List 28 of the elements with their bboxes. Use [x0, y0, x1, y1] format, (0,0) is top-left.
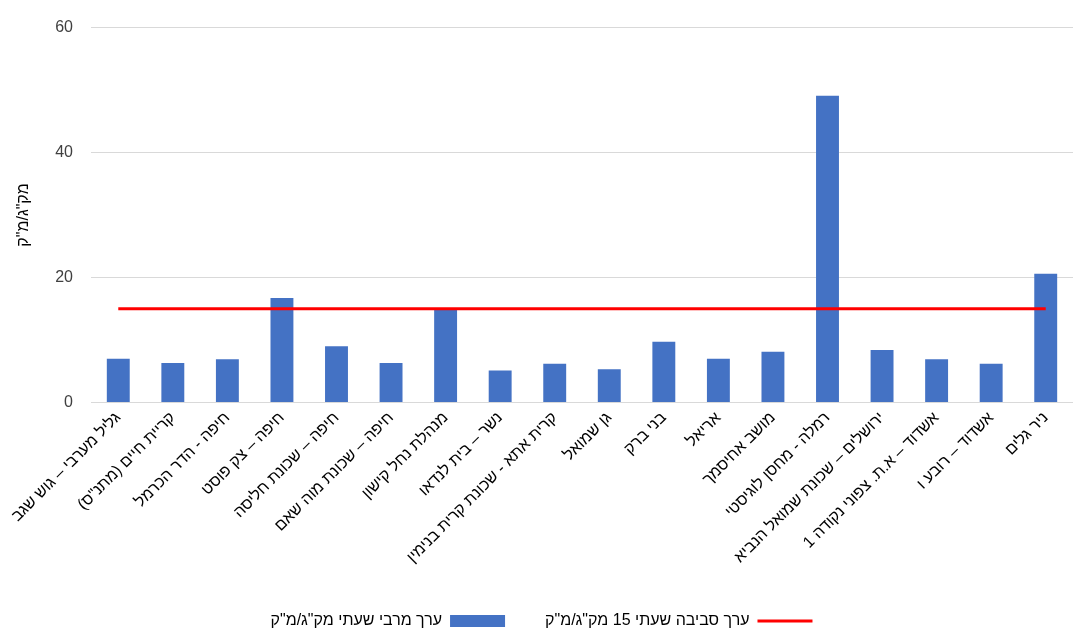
- bar: [597, 369, 621, 402]
- legend-label: ערך סביבה שעתי 15 מק"ג/מ"ק: [545, 611, 750, 629]
- bar: [816, 95, 839, 402]
- bar: [434, 308, 458, 402]
- bar: [979, 363, 1003, 402]
- bar: [106, 358, 130, 402]
- bar: [543, 363, 567, 402]
- bar: [1034, 273, 1058, 402]
- y-tick-label: 0: [64, 392, 74, 410]
- bar: [379, 363, 403, 402]
- bar: [270, 298, 294, 402]
- bar: [652, 341, 676, 402]
- bar: [488, 370, 512, 402]
- bar: [925, 359, 949, 402]
- x-tick-label: בני ברק: [620, 408, 670, 458]
- x-tick-label: גן שמואל: [559, 408, 615, 464]
- bar: [161, 363, 185, 402]
- bar: [706, 358, 730, 402]
- bar: [325, 346, 348, 402]
- bar: [215, 359, 239, 402]
- bar: [870, 349, 894, 402]
- y-tick-label: 40: [55, 142, 74, 160]
- bar: [761, 351, 785, 402]
- legend-label: ערך מרבי שעתי מק"ג/מ"ק: [270, 611, 443, 629]
- y-axis-title: מק"ג/מ"ק: [14, 183, 32, 247]
- x-tick-label: ניר גלים: [1001, 408, 1051, 458]
- y-tick-label: 20: [55, 267, 74, 285]
- y-tick-label: 60: [55, 18, 74, 36]
